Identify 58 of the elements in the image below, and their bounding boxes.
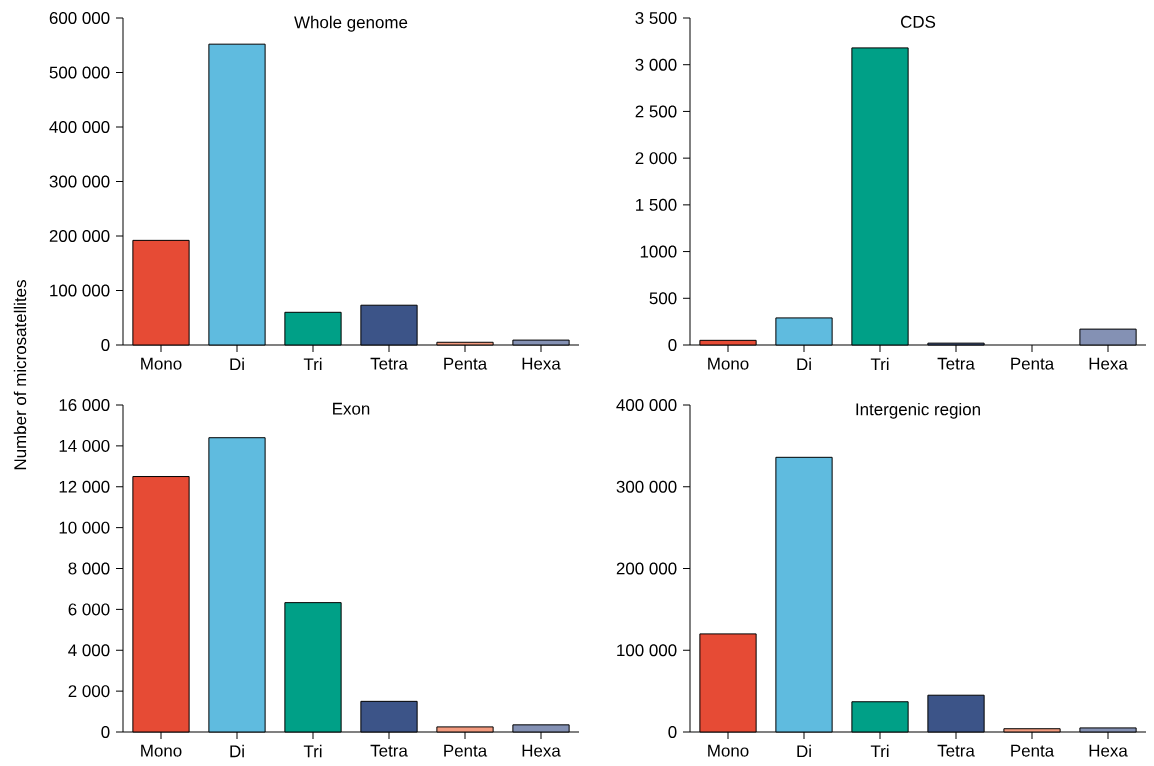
x-tick-label: Tetra [937,357,975,370]
y-tick-label: 12 000 [59,480,110,493]
y-tick-label: 3 500 [635,12,677,24]
y-tick-label: 1 500 [636,198,677,211]
y-tick-label: 100 000 [50,284,110,297]
x-tick-label: Di [230,744,244,758]
y-tick-label: 500 [649,292,677,305]
y-tick-label: 300 000 [49,175,110,188]
x-tick-label: Hexa [1089,744,1128,757]
y-tick-label: 100 000 [617,644,677,657]
x-tick-label: Tetra [370,744,408,757]
y-tick-label: 1000 [640,245,677,258]
y-axis-title: Number of microsatellites [13,280,27,470]
chart-title: Intergenic region [856,402,980,419]
x-tick-label: Penta [1011,744,1055,757]
x-tick-label: Hexa [1089,357,1128,370]
x-tick-label: Tetra [370,357,408,370]
y-tick-label: 400 000 [49,121,110,133]
y-tick-label: 500 000 [49,66,110,79]
x-tick-label: Hexa [522,357,561,370]
y-tick-label: 6 000 [68,603,110,616]
x-tick-label: Mono [708,744,749,757]
x-tick-label: Penta [444,744,488,757]
chart-title: Whole genome [294,15,408,32]
y-tick-label: 400 000 [616,399,677,412]
y-tick-label: 0 [668,339,677,351]
y-tick-label: 0 [101,726,110,739]
y-tick-label: 10 000 [59,521,110,534]
x-tick-label: Tri [303,357,322,371]
x-tick-label: Penta [444,357,488,370]
x-tick-label: Tri [870,744,889,758]
x-tick-label: Mono [708,357,749,370]
x-tick-label: Hexa [522,744,561,757]
x-tick-label: Di [797,357,811,371]
x-tick-label: Tri [303,744,322,758]
y-tick-label: 2 000 [635,152,677,165]
x-tick-label: Mono [141,357,182,370]
y-tick-label: 200 000 [49,230,110,242]
y-tick-label: 16 000 [59,399,110,412]
x-tick-label: Tri [870,357,889,371]
y-tick-label: 0 [101,339,110,352]
x-tick-label: Di [230,357,244,371]
y-tick-label: 600 000 [49,12,110,24]
y-tick-label: 200 000 [616,562,677,575]
x-tick-label: Tetra [937,744,975,757]
y-tick-label: 14 000 [59,439,110,452]
y-tick-label: 2 500 [635,105,677,118]
x-tick-label: Penta [1011,357,1055,370]
y-tick-label: 4 000 [68,644,110,657]
chart-title: Exon [333,402,370,415]
chart-title: CDS [900,15,936,28]
y-tick-label: 2 000 [68,685,110,698]
y-tick-label: 8 000 [68,562,110,575]
y-tick-label: 3 000 [635,58,677,71]
x-tick-label: Mono [141,744,182,757]
y-tick-label: 0 [668,726,677,739]
y-tick-label: 300 000 [616,480,677,493]
x-tick-label: Di [797,744,811,758]
